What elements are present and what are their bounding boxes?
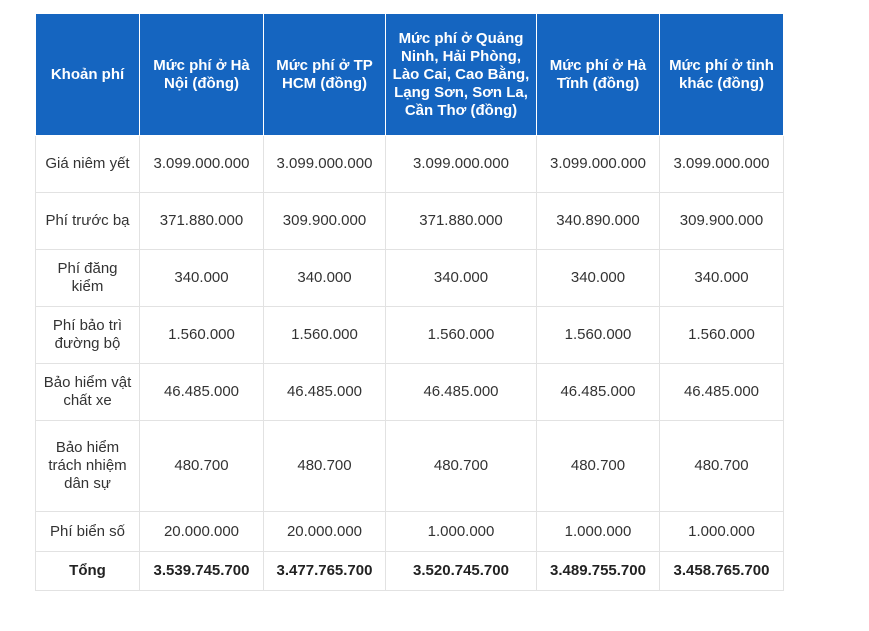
cell-value: 480.700 <box>385 420 537 512</box>
cell-value: 340.890.000 <box>536 192 660 250</box>
cell-total: 3.520.745.700 <box>385 551 537 591</box>
cell-value: 3.099.000.000 <box>659 135 784 193</box>
row-label: Giá niêm yết <box>35 135 140 193</box>
row-label: Tổng <box>35 551 140 591</box>
cell-value: 3.099.000.000 <box>536 135 660 193</box>
header-hanoi: Mức phí ở Hà Nội (đồng) <box>139 13 264 136</box>
cell-value: 1.560.000 <box>536 306 660 364</box>
cell-value: 480.700 <box>536 420 660 512</box>
fee-table: Khoản phí Mức phí ở Hà Nội (đồng) Mức ph… <box>35 13 784 591</box>
row-label: Bảo hiểm trách nhiệm dân sự <box>35 420 140 512</box>
cell-value: 20.000.000 <box>139 511 264 552</box>
cell-value: 340.000 <box>139 249 264 307</box>
table-row-total: Tổng 3.539.745.700 3.477.765.700 3.520.7… <box>35 551 784 591</box>
cell-value: 371.880.000 <box>385 192 537 250</box>
cell-value: 371.880.000 <box>139 192 264 250</box>
header-other-provinces: Mức phí ở tỉnh khác (đồng) <box>659 13 784 136</box>
cell-value: 480.700 <box>263 420 386 512</box>
fee-table-container: Khoản phí Mức phí ở Hà Nội (đồng) Mức ph… <box>35 13 784 591</box>
row-label: Phí biển số <box>35 511 140 552</box>
cell-value: 1.000.000 <box>536 511 660 552</box>
table-row-physical-insurance: Bảo hiểm vật chất xe 46.485.000 46.485.0… <box>35 363 784 421</box>
cell-total: 3.539.745.700 <box>139 551 264 591</box>
cell-total: 3.458.765.700 <box>659 551 784 591</box>
cell-total: 3.489.755.700 <box>536 551 660 591</box>
cell-value: 1.000.000 <box>659 511 784 552</box>
cell-value: 480.700 <box>139 420 264 512</box>
row-label: Phí trước bạ <box>35 192 140 250</box>
header-hatinh: Mức phí ở Hà Tĩnh (đồng) <box>536 13 660 136</box>
cell-value: 1.560.000 <box>263 306 386 364</box>
header-fee-type: Khoản phí <box>35 13 140 136</box>
table-row-road-maintenance-fee: Phí bảo trì đường bộ 1.560.000 1.560.000… <box>35 306 784 364</box>
table-row-license-plate-fee: Phí biển số 20.000.000 20.000.000 1.000.… <box>35 511 784 552</box>
cell-value: 46.485.000 <box>263 363 386 421</box>
cell-value: 1.560.000 <box>659 306 784 364</box>
cell-value: 46.485.000 <box>659 363 784 421</box>
cell-value: 480.700 <box>659 420 784 512</box>
header-group-provinces: Mức phí ở Quảng Ninh, Hải Phòng, Lào Cai… <box>385 13 537 136</box>
header-row: Khoản phí Mức phí ở Hà Nội (đồng) Mức ph… <box>35 13 784 136</box>
cell-value: 3.099.000.000 <box>139 135 264 193</box>
table-row-liability-insurance: Bảo hiểm trách nhiệm dân sự 480.700 480.… <box>35 420 784 512</box>
cell-value: 20.000.000 <box>263 511 386 552</box>
cell-value: 3.099.000.000 <box>385 135 537 193</box>
cell-total: 3.477.765.700 <box>263 551 386 591</box>
cell-value: 46.485.000 <box>139 363 264 421</box>
table-row-registration-fee: Phí trước bạ 371.880.000 309.900.000 371… <box>35 192 784 250</box>
table-row-inspection-fee: Phí đăng kiểm 340.000 340.000 340.000 34… <box>35 249 784 307</box>
header-hcm: Mức phí ở TP HCM (đồng) <box>263 13 386 136</box>
table-row-list-price: Giá niêm yết 3.099.000.000 3.099.000.000… <box>35 135 784 193</box>
cell-value: 3.099.000.000 <box>263 135 386 193</box>
cell-value: 340.000 <box>659 249 784 307</box>
cell-value: 340.000 <box>263 249 386 307</box>
cell-value: 1.560.000 <box>139 306 264 364</box>
cell-value: 1.560.000 <box>385 306 537 364</box>
cell-value: 46.485.000 <box>385 363 537 421</box>
row-label: Phí bảo trì đường bộ <box>35 306 140 364</box>
cell-value: 340.000 <box>536 249 660 307</box>
cell-value: 309.900.000 <box>659 192 784 250</box>
cell-value: 1.000.000 <box>385 511 537 552</box>
cell-value: 309.900.000 <box>263 192 386 250</box>
cell-value: 340.000 <box>385 249 537 307</box>
row-label: Bảo hiểm vật chất xe <box>35 363 140 421</box>
cell-value: 46.485.000 <box>536 363 660 421</box>
row-label: Phí đăng kiểm <box>35 249 140 307</box>
